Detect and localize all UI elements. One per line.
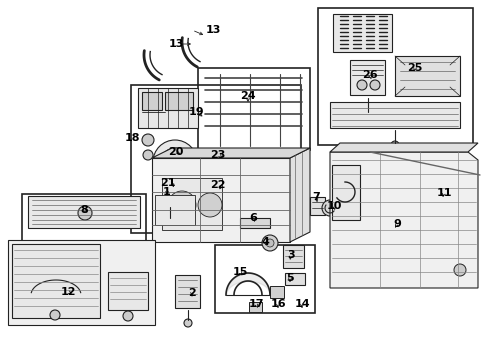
Circle shape [208,164,221,176]
Text: 19: 19 [188,107,203,117]
Polygon shape [332,14,391,52]
Circle shape [453,264,465,276]
Circle shape [167,154,183,170]
Polygon shape [269,286,284,298]
Circle shape [165,216,174,224]
Text: 22: 22 [210,180,225,190]
Polygon shape [329,102,459,128]
Text: 7: 7 [311,192,319,202]
Text: 5: 5 [285,273,293,283]
Circle shape [78,206,92,220]
Text: 9: 9 [392,219,400,229]
Circle shape [321,200,337,216]
Circle shape [198,193,222,217]
Circle shape [123,311,133,321]
Polygon shape [162,193,178,205]
Text: 16: 16 [270,299,285,309]
Text: 14: 14 [294,299,309,309]
Text: 20: 20 [168,147,183,157]
Polygon shape [329,143,477,152]
Polygon shape [331,165,359,220]
Polygon shape [309,197,325,215]
Text: 26: 26 [362,70,377,80]
Polygon shape [8,240,155,325]
Polygon shape [152,148,309,158]
Text: 11: 11 [435,188,451,198]
Circle shape [356,80,366,90]
Bar [164,92,193,110]
Circle shape [161,148,189,176]
Text: 8: 8 [80,205,88,215]
Text: 17: 17 [248,299,263,309]
Bar [198,68,309,150]
Polygon shape [28,196,140,228]
Circle shape [265,239,273,247]
Text: 24: 24 [240,91,255,101]
Bar [162,178,222,230]
Bar [155,195,195,225]
Text: 25: 25 [407,63,422,73]
Polygon shape [349,60,384,95]
Text: 10: 10 [325,201,341,211]
Polygon shape [329,152,477,288]
Bar [22,194,146,284]
Bar [317,8,472,145]
Circle shape [168,191,196,219]
Circle shape [363,111,371,119]
Circle shape [142,134,154,146]
Text: 15: 15 [232,267,247,277]
Polygon shape [285,273,305,285]
Circle shape [369,80,379,90]
Circle shape [50,310,60,320]
Text: 12: 12 [60,287,76,297]
Text: 2: 2 [188,288,196,298]
Circle shape [197,152,232,188]
Text: 13: 13 [168,39,183,49]
Text: 4: 4 [261,237,268,247]
Polygon shape [248,302,262,312]
Polygon shape [289,148,309,242]
Polygon shape [12,244,100,318]
Text: 23: 23 [210,150,225,160]
Polygon shape [175,275,200,308]
Polygon shape [108,272,148,310]
Polygon shape [283,245,304,268]
Text: 21: 21 [160,178,175,188]
Text: 18: 18 [124,133,140,143]
Circle shape [203,159,225,181]
Polygon shape [138,88,198,128]
Circle shape [262,235,278,251]
Polygon shape [152,158,289,242]
Text: 1: 1 [163,187,170,197]
Polygon shape [240,218,269,228]
Text: 6: 6 [248,213,256,223]
Bar [142,92,162,110]
Bar [215,245,314,313]
Circle shape [390,141,398,149]
Text: 13: 13 [205,25,220,35]
Circle shape [183,319,192,327]
Circle shape [142,150,153,160]
Text: 3: 3 [286,250,294,260]
Bar [131,85,301,233]
Polygon shape [394,56,459,96]
Circle shape [153,140,197,184]
